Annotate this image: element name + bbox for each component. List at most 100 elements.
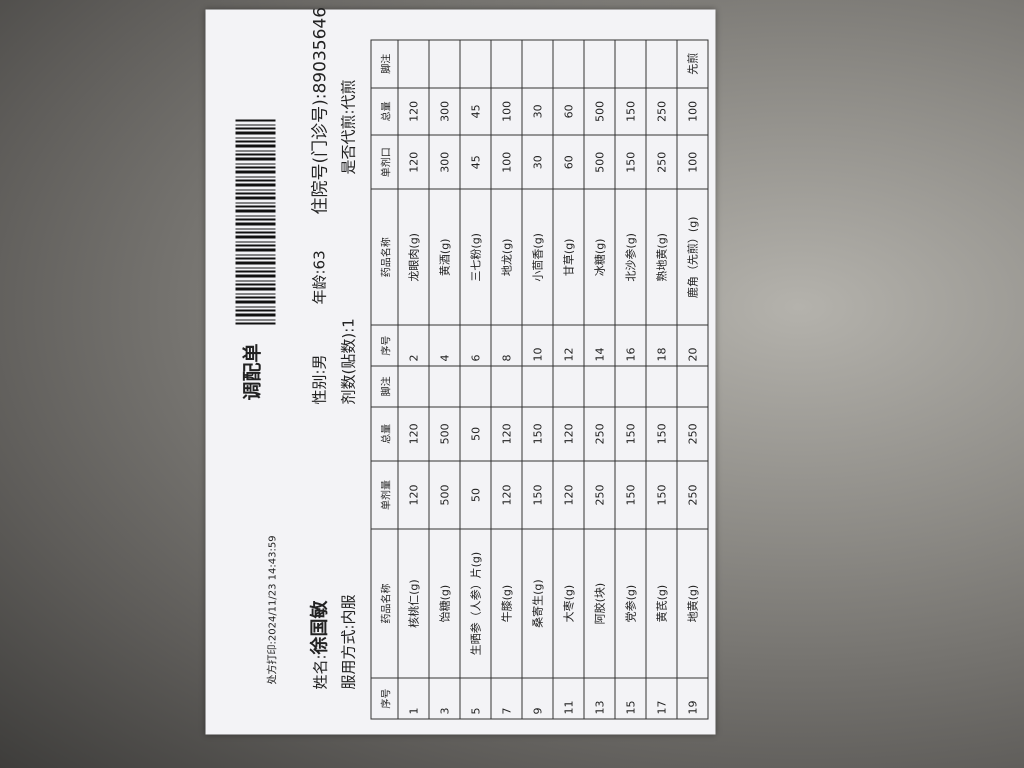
print-time: 处方打印:2024/11/23 14:43:59 xyxy=(267,535,279,685)
cell-no: 5 xyxy=(460,678,491,719)
header-cell: 单剂口 xyxy=(371,135,398,190)
cell-no: 14 xyxy=(584,325,615,366)
cell-no: 19 xyxy=(677,678,708,719)
cell-total: 100 xyxy=(677,87,708,136)
cell-note xyxy=(677,365,708,407)
cell-name: 生晒参（人参）片(g) xyxy=(460,528,491,679)
cell-name: 黄酒(g) xyxy=(429,189,460,326)
cell-note xyxy=(615,365,646,407)
cell-dose: 500 xyxy=(584,135,615,190)
cell-note xyxy=(460,40,491,88)
cell-dose: 500 xyxy=(429,460,460,529)
cell-total: 500 xyxy=(429,406,460,461)
cell-name: 小茴香(g) xyxy=(522,189,553,326)
prescription-table: 序号 药品名称 单剂量 总量 脚注 序号 药品名称 单剂口 总量 脚注 1 核桃仁(g) 120 120 2… xyxy=(371,40,709,720)
cell-dose: 120 xyxy=(553,460,584,529)
cell-note xyxy=(491,40,522,88)
cell-no: 4 xyxy=(429,325,460,366)
cell-note: 先煎 xyxy=(677,40,708,88)
cell-note xyxy=(553,40,584,88)
cell-dose: 120 xyxy=(398,460,429,529)
cell-name: 牛膝(g) xyxy=(491,528,522,679)
decoct: 是否代煎:代煎 xyxy=(339,79,358,175)
table-row: 13 阿胶(块) 250 250 14 冰糖(g) 500 500 xyxy=(584,40,615,719)
doses: 剂数(贴数):1 xyxy=(339,318,358,405)
cell-note xyxy=(429,40,460,88)
header-row: 序号 药品名称 单剂量 总量 脚注 序号 药品名称 单剂口 总量 脚注 xyxy=(371,40,398,719)
header-cell: 脚注 xyxy=(371,365,398,407)
patient-name: 徐国敏 xyxy=(309,600,331,655)
cell-total: 300 xyxy=(429,87,460,136)
cell-no: 6 xyxy=(460,325,491,366)
cell-total: 150 xyxy=(615,406,646,461)
cell-no: 17 xyxy=(646,678,677,719)
cell-total: 100 xyxy=(491,87,522,136)
cell-dose: 45 xyxy=(460,135,491,190)
cell-name: 桑寄生(g) xyxy=(522,528,553,679)
cell-dose: 100 xyxy=(491,135,522,190)
table-row: 3 饴糖(g) 500 500 4 黄酒(g) 300 300 xyxy=(429,40,460,719)
usage: 服用方式:内服 xyxy=(339,594,358,690)
cell-no: 11 xyxy=(553,678,584,719)
cell-note xyxy=(615,40,646,88)
cell-dose: 300 xyxy=(429,135,460,190)
cell-no: 8 xyxy=(491,325,522,366)
cell-dose: 100 xyxy=(677,135,708,190)
cell-note xyxy=(398,365,429,407)
cell-dose: 150 xyxy=(615,135,646,190)
cell-dose: 120 xyxy=(398,135,429,190)
cell-total: 120 xyxy=(491,406,522,461)
cell-note xyxy=(646,40,677,88)
cell-name: 鹿角（先煎）(g) xyxy=(677,189,708,326)
cell-name: 地龙(g) xyxy=(491,189,522,326)
cell-name: 阿胶(块) xyxy=(584,528,615,679)
cell-total: 120 xyxy=(398,406,429,461)
cell-no: 20 xyxy=(677,325,708,366)
header-cell: 序号 xyxy=(371,325,398,366)
cell-total: 500 xyxy=(584,87,615,136)
table-row: 9 桑寄生(g) 150 150 10 小茴香(g) 30 30 xyxy=(522,40,553,719)
table-row: 5 生晒参（人参）片(g) 50 50 6 三七粉(g) 45 45 xyxy=(460,40,491,719)
cell-note xyxy=(460,365,491,407)
cell-note xyxy=(584,40,615,88)
cell-total: 30 xyxy=(522,87,553,136)
cell-name: 大枣(g) xyxy=(553,528,584,679)
cell-total: 60 xyxy=(553,87,584,136)
cell-no: 7 xyxy=(491,678,522,719)
header-cell: 序号 xyxy=(371,678,398,719)
cell-note xyxy=(429,365,460,407)
table-row: 7 牛膝(g) 120 120 8 地龙(g) 100 100 xyxy=(491,40,522,719)
cell-total: 120 xyxy=(553,406,584,461)
cell-name: 北沙参(g) xyxy=(615,189,646,326)
header-cell: 单剂量 xyxy=(371,460,398,529)
gender: 性别:男 xyxy=(310,354,329,405)
cell-dose: 30 xyxy=(522,135,553,190)
cell-total: 250 xyxy=(646,87,677,136)
title: 调配单 xyxy=(241,343,264,401)
cell-total: 150 xyxy=(522,406,553,461)
cell-no: 15 xyxy=(615,678,646,719)
cell-name: 党参(g) xyxy=(615,528,646,679)
cell-total: 50 xyxy=(460,406,491,461)
cell-dose: 250 xyxy=(646,135,677,190)
cell-name: 黄芪(g) xyxy=(646,528,677,679)
table-row: 1 核桃仁(g) 120 120 2 龙眼肉(g) 120 120 xyxy=(398,40,429,719)
cell-total: 120 xyxy=(398,87,429,136)
table-row: 11 大枣(g) 120 120 12 甘草(g) 60 60 xyxy=(553,40,584,719)
cell-total: 250 xyxy=(584,406,615,461)
cell-note xyxy=(491,365,522,407)
header-cell: 总量 xyxy=(371,87,398,136)
cell-note xyxy=(398,40,429,88)
cell-no: 1 xyxy=(398,678,429,719)
cell-name: 龙眼肉(g) xyxy=(398,189,429,326)
cell-note xyxy=(553,365,584,407)
cell-note xyxy=(584,365,615,407)
header-cell: 脚注 xyxy=(371,40,398,88)
cell-dose: 150 xyxy=(522,460,553,529)
header-cell: 药品名称 xyxy=(371,528,398,679)
cell-name: 核桃仁(g) xyxy=(398,528,429,679)
cell-total: 250 xyxy=(677,406,708,461)
table-row: 19 地黄(g) 250 250 20 鹿角（先煎）(g) 100 100 先煎 xyxy=(677,40,708,719)
cell-no: 12 xyxy=(553,325,584,366)
